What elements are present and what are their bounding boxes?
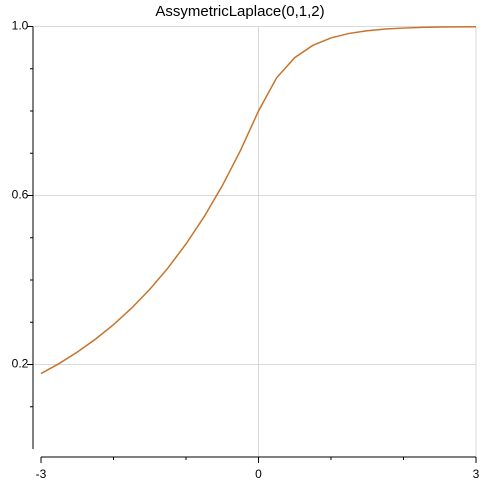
line-series [40,25,477,375]
x-tick-label: -3 [36,467,47,480]
y-tick-label: 1.0 [12,19,29,33]
y-tick-label: 0.2 [12,357,29,371]
y-tick-label: 0.6 [12,188,29,202]
x-tick-label: 3 [473,467,480,480]
x-tick-label: 0 [255,467,262,480]
chart-title: AssymetricLaplace(0,1,2) [155,3,324,20]
